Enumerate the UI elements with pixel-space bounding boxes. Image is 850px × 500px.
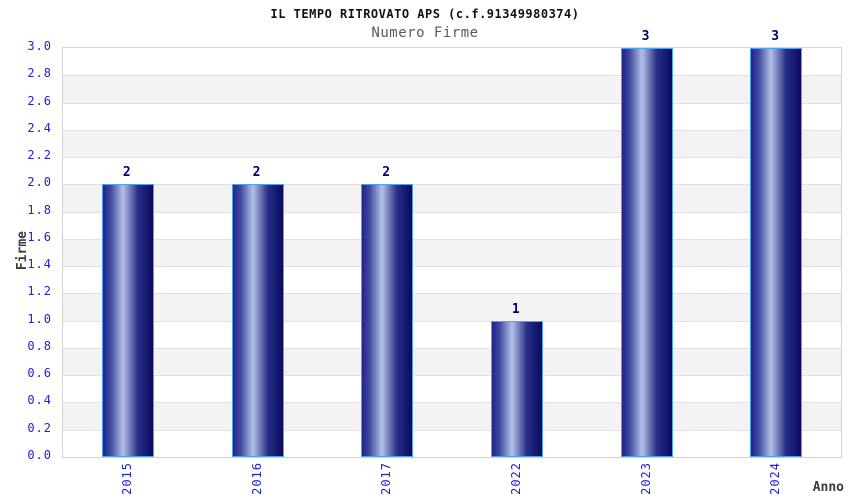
grid-band [63,238,841,267]
grid-band [63,75,841,103]
x-tick-2023: 2023 [638,462,653,495]
bar-2024 [750,48,803,457]
y-tick-0.0: 0.0 [27,448,52,462]
grid-band [63,375,841,403]
grid-band [63,184,841,212]
grid-band [63,293,841,321]
y-tick-1.2: 1.2 [27,284,52,299]
grid-band [63,211,841,239]
y-tick-0.4: 0.4 [27,393,52,408]
y-tick-2.2: 2.2 [27,148,52,163]
y-tick-0.6: 0.6 [27,366,52,381]
y-tick-0.2: 0.2 [27,420,52,435]
y-tick-1.8: 1.8 [27,202,52,217]
y-tick-2.8: 2.8 [27,66,52,81]
y-tick-0.8: 0.8 [27,338,52,353]
bar-value-label: 3 [641,29,650,44]
grid-band [63,429,841,457]
x-tick-2016: 2016 [249,462,264,495]
y-tick-2.6: 2.6 [27,93,52,108]
grid-band [63,266,841,294]
x-tick-2015: 2015 [119,462,134,495]
bar-2015 [101,184,154,457]
bar-2023 [620,48,673,457]
y-tick-3.0: 3.0 [27,39,52,53]
grid-band [63,320,841,348]
plot-area [62,47,842,458]
grid-band [63,48,841,76]
bar-value-label: 2 [122,165,131,181]
bar-value-label: 1 [511,301,520,317]
chart-subtitle: Numero Firme [371,25,479,41]
x-tick-2024: 2024 [768,462,783,495]
bar-value-label: 2 [382,165,391,181]
bar-value-label: 2 [252,165,261,181]
bar-2022 [490,320,543,457]
x-axis-label: Anno [812,480,844,495]
grid-band [63,102,841,130]
x-tick-2017: 2017 [379,462,394,495]
bar-2017 [361,184,414,457]
y-tick-1.4: 1.4 [27,257,52,272]
y-tick-2.0: 2.0 [27,175,52,190]
y-tick-2.4: 2.4 [27,120,52,135]
grid-band [63,157,841,185]
y-tick-1.0: 1.0 [27,311,52,326]
grid-band [63,347,841,376]
grid-band [63,402,841,430]
chart-title: IL TEMPO RITROVATO APS (c.f.91349980374) [270,7,580,21]
bar-2016 [231,184,284,457]
y-tick-1.6: 1.6 [27,229,52,244]
bar-value-label: 3 [771,29,780,44]
x-tick-2022: 2022 [508,462,523,495]
grid-band [63,129,841,158]
